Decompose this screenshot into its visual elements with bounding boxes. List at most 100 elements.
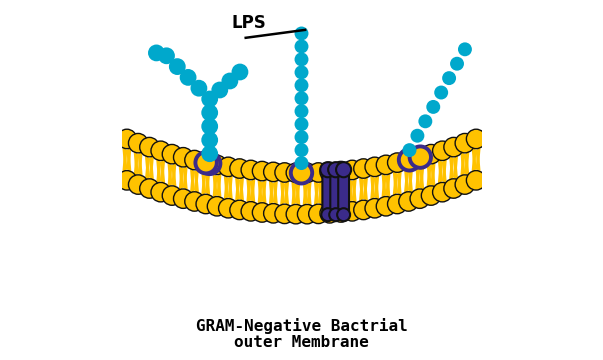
Circle shape bbox=[320, 162, 335, 177]
Circle shape bbox=[331, 203, 351, 222]
Circle shape bbox=[159, 48, 174, 63]
Circle shape bbox=[376, 197, 396, 216]
Circle shape bbox=[459, 43, 471, 55]
Text: outer Membrane: outer Membrane bbox=[234, 335, 369, 350]
Circle shape bbox=[354, 159, 373, 178]
Circle shape bbox=[252, 203, 272, 222]
FancyBboxPatch shape bbox=[323, 170, 333, 215]
Circle shape bbox=[410, 189, 429, 208]
Circle shape bbox=[230, 200, 249, 220]
Circle shape bbox=[174, 189, 193, 208]
Circle shape bbox=[328, 162, 343, 177]
Circle shape bbox=[295, 144, 308, 156]
Circle shape bbox=[309, 204, 328, 224]
Circle shape bbox=[252, 161, 272, 181]
Circle shape bbox=[455, 175, 475, 194]
Circle shape bbox=[149, 45, 164, 60]
Circle shape bbox=[291, 162, 312, 184]
Circle shape bbox=[117, 129, 137, 149]
Circle shape bbox=[376, 155, 396, 175]
Circle shape bbox=[195, 152, 217, 174]
Circle shape bbox=[140, 138, 159, 157]
Circle shape bbox=[151, 183, 171, 202]
Circle shape bbox=[432, 141, 452, 161]
Circle shape bbox=[365, 157, 385, 176]
Circle shape bbox=[117, 171, 137, 190]
Circle shape bbox=[354, 200, 373, 220]
Circle shape bbox=[275, 163, 294, 182]
Circle shape bbox=[128, 175, 148, 194]
Circle shape bbox=[403, 144, 415, 156]
Circle shape bbox=[409, 147, 431, 168]
Circle shape bbox=[421, 144, 441, 164]
Text: LPS: LPS bbox=[232, 14, 267, 32]
Circle shape bbox=[196, 194, 215, 214]
Circle shape bbox=[321, 208, 334, 221]
Circle shape bbox=[419, 115, 432, 127]
Circle shape bbox=[388, 153, 407, 172]
Circle shape bbox=[295, 105, 308, 117]
Circle shape bbox=[297, 204, 317, 224]
Circle shape bbox=[421, 186, 441, 205]
Circle shape bbox=[202, 105, 217, 120]
Circle shape bbox=[295, 53, 308, 66]
Circle shape bbox=[365, 198, 385, 218]
Circle shape bbox=[180, 70, 195, 85]
Circle shape bbox=[295, 79, 308, 91]
FancyBboxPatch shape bbox=[338, 170, 349, 215]
Circle shape bbox=[286, 163, 306, 183]
Circle shape bbox=[329, 208, 342, 221]
Circle shape bbox=[343, 160, 362, 180]
Circle shape bbox=[174, 148, 193, 167]
Circle shape bbox=[202, 146, 217, 161]
Circle shape bbox=[218, 198, 238, 218]
Circle shape bbox=[207, 155, 227, 175]
Circle shape bbox=[320, 204, 339, 223]
Circle shape bbox=[444, 179, 463, 198]
Circle shape bbox=[241, 160, 260, 180]
Circle shape bbox=[297, 163, 317, 183]
Circle shape bbox=[264, 162, 283, 182]
Circle shape bbox=[128, 134, 148, 153]
Circle shape bbox=[455, 134, 475, 153]
Circle shape bbox=[336, 162, 351, 177]
Circle shape bbox=[309, 163, 328, 182]
Circle shape bbox=[202, 91, 217, 107]
Circle shape bbox=[202, 132, 217, 148]
Circle shape bbox=[432, 183, 452, 202]
Circle shape bbox=[151, 141, 171, 161]
Circle shape bbox=[399, 149, 420, 171]
Circle shape bbox=[207, 197, 227, 216]
Circle shape bbox=[337, 208, 350, 221]
Circle shape bbox=[162, 144, 182, 164]
Circle shape bbox=[295, 131, 308, 143]
Circle shape bbox=[435, 86, 447, 99]
Circle shape bbox=[202, 119, 217, 134]
Circle shape bbox=[185, 150, 204, 170]
Circle shape bbox=[199, 153, 220, 174]
Circle shape bbox=[427, 101, 440, 113]
Circle shape bbox=[295, 27, 308, 40]
Circle shape bbox=[191, 81, 206, 96]
Circle shape bbox=[410, 148, 429, 167]
Circle shape bbox=[218, 157, 238, 176]
Circle shape bbox=[444, 138, 463, 157]
Circle shape bbox=[466, 171, 486, 190]
Circle shape bbox=[451, 58, 463, 70]
Circle shape bbox=[241, 202, 260, 221]
Circle shape bbox=[295, 40, 308, 53]
Circle shape bbox=[275, 204, 294, 224]
Circle shape bbox=[388, 194, 407, 214]
Circle shape bbox=[196, 153, 215, 172]
Circle shape bbox=[232, 64, 247, 80]
Circle shape bbox=[295, 92, 308, 104]
Circle shape bbox=[295, 118, 308, 130]
Circle shape bbox=[286, 204, 306, 224]
Circle shape bbox=[223, 73, 238, 89]
Circle shape bbox=[230, 159, 249, 178]
Circle shape bbox=[443, 72, 455, 84]
Circle shape bbox=[411, 130, 423, 142]
Circle shape bbox=[295, 66, 308, 78]
Circle shape bbox=[169, 59, 185, 74]
Circle shape bbox=[320, 162, 339, 182]
